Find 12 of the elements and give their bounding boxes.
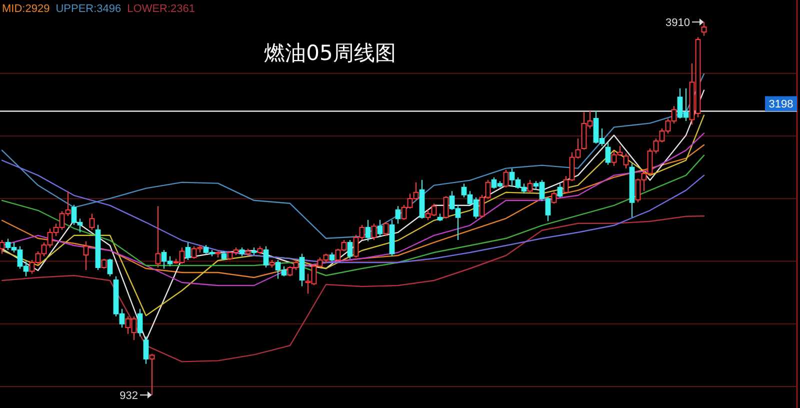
candlestick: [155, 206, 161, 268]
candlestick: [83, 240, 89, 270]
annotation: 3910: [666, 17, 690, 30]
ref-line-label: 3198: [768, 98, 794, 111]
candlestick: [395, 206, 401, 224]
candlestick: [137, 308, 143, 337]
annotation: 932: [120, 390, 138, 402]
legend: MID:2929 UPPER:3496 LOWER:2361: [2, 3, 196, 15]
text: 燃油05周线图: [264, 41, 396, 65]
candlestick: [701, 22, 707, 36]
candlestick: [299, 253, 305, 287]
candlestick: [629, 163, 635, 218]
